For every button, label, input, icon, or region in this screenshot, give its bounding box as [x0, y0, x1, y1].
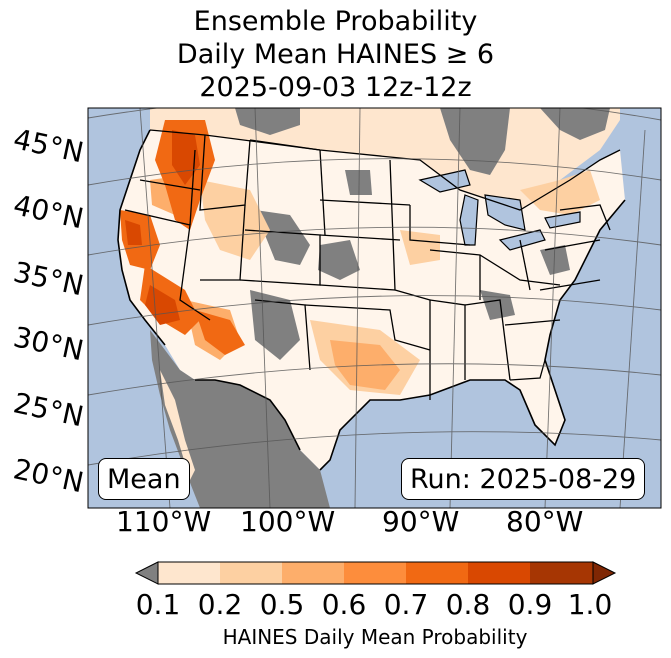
- no-data-patches: [235, 108, 610, 360]
- map-title: Ensemble Probability Daily Mean HAINES ≥…: [0, 5, 671, 104]
- title-line-2: Daily Mean HAINES ≥ 6: [176, 39, 495, 70]
- colorbar-tick: 0.7: [383, 588, 429, 621]
- run-date-box: Run: 2025-08-29: [401, 458, 646, 500]
- colorbar-segment-1: [158, 562, 220, 584]
- map-panel: [88, 108, 661, 508]
- colorbar-segment-2: [220, 562, 282, 584]
- colorbar: [134, 561, 617, 585]
- colorbar-tick: 0.2: [197, 588, 243, 621]
- great-lakes: [418, 169, 581, 251]
- colorbar-tick: 0.9: [507, 588, 553, 621]
- graticule: [88, 108, 661, 508]
- colorbar-over-arrow: [592, 561, 617, 585]
- mean-label-box: Mean: [98, 458, 190, 500]
- lon-label-90: 90°W: [382, 505, 460, 538]
- colorbar-segment-3: [282, 562, 344, 584]
- colorbar-tick: 0.5: [259, 588, 305, 621]
- title-line-3: 2025-09-03 12z-12z: [199, 72, 472, 103]
- colorbar-frame: [157, 561, 594, 585]
- lon-label-110: 110°W: [116, 505, 212, 538]
- colorbar-segment-5: [406, 562, 468, 584]
- mexico-land: [150, 330, 330, 508]
- colorbar-tick: 0.1: [135, 588, 181, 621]
- coastline: [117, 129, 626, 471]
- baja-peninsula: [160, 370, 195, 480]
- colorbar-title: HAINES Daily Mean Probability: [222, 625, 528, 649]
- lon-label-100: 100°W: [240, 505, 336, 538]
- colorbar-segment-6: [468, 562, 530, 584]
- state-borders: [124, 129, 621, 400]
- lon-label-80: 80°W: [506, 505, 584, 538]
- colorbar-tick: 0.6: [321, 588, 367, 621]
- map-frame: [87, 107, 662, 509]
- colorbar-segment-7: [530, 562, 593, 584]
- colorbar-segment-4: [344, 562, 406, 584]
- colorbar-tick: 1.0: [567, 588, 613, 621]
- colorbar-under-arrow: [134, 561, 159, 585]
- title-line-1: Ensemble Probability: [193, 6, 478, 37]
- colorbar-tick: 0.8: [445, 588, 491, 621]
